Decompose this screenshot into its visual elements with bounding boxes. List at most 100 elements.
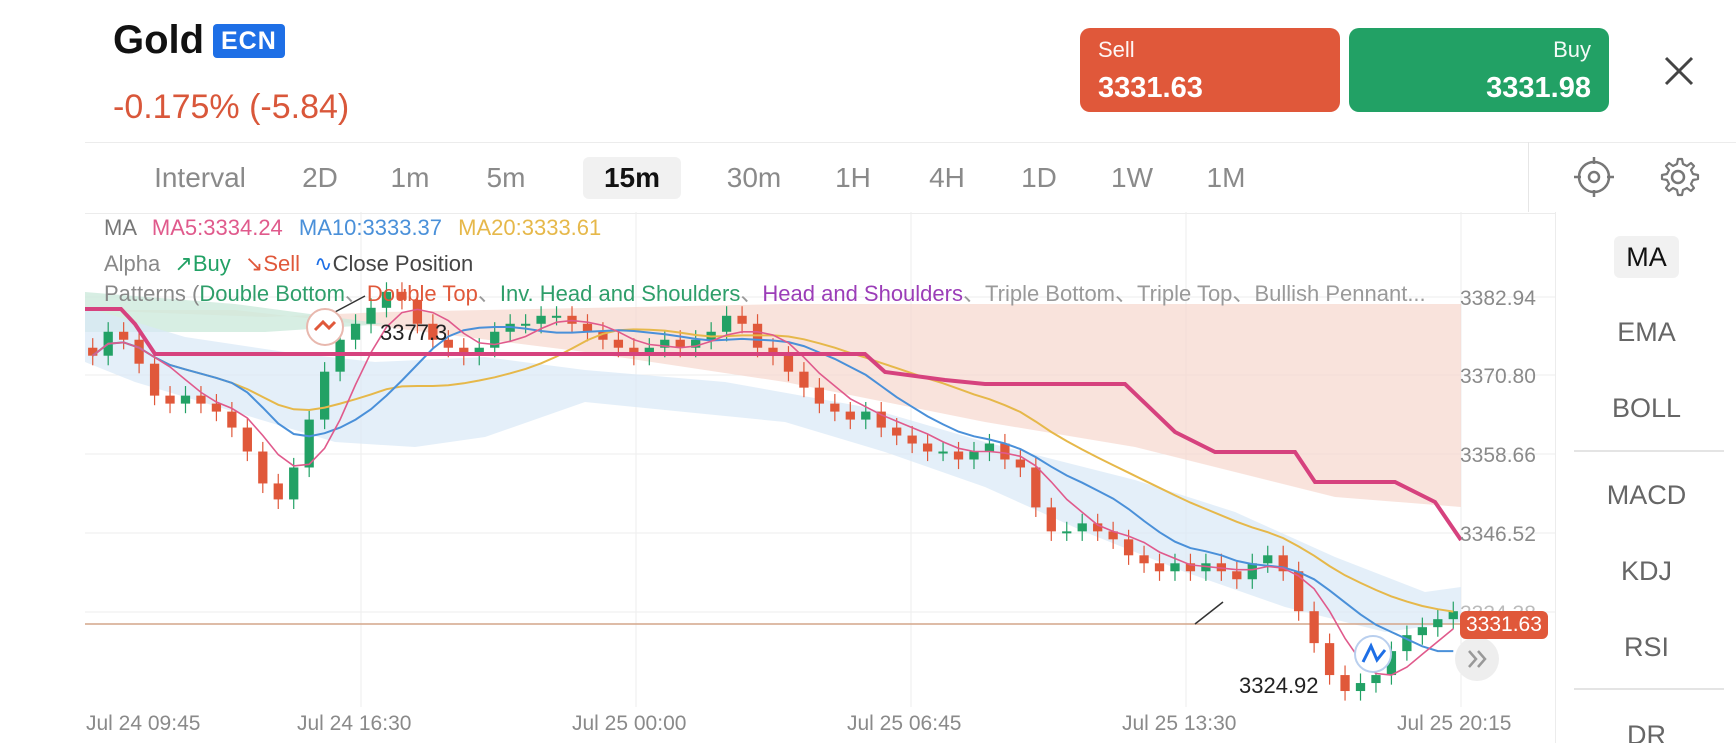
pattern-sep: 、	[1232, 281, 1255, 306]
candle-body	[1324, 643, 1335, 676]
candle-body	[582, 323, 593, 332]
candle-body	[1015, 459, 1026, 468]
x-tick: Jul 24 09:45	[86, 712, 201, 735]
candle-body	[830, 403, 840, 412]
candle-body	[1402, 635, 1412, 652]
sell-button[interactable]: Sell 3331.63	[1080, 28, 1340, 112]
alpha-buy: Buy	[192, 251, 231, 276]
pattern-double-bottom: Double Bottom	[199, 281, 345, 306]
indicator-ema[interactable]: EMA	[1617, 317, 1676, 347]
candle-body	[1340, 675, 1350, 692]
bearish-cloud	[85, 304, 1461, 507]
candle-body	[984, 443, 995, 452]
close-icon[interactable]	[1660, 52, 1698, 90]
tab-1h[interactable]: 1H	[835, 162, 871, 193]
pattern-sep: 、	[962, 281, 985, 306]
ma-label: MA	[104, 215, 136, 240]
candle-body	[551, 315, 562, 318]
candle-body	[1247, 563, 1257, 580]
indicator-macd[interactable]: MACD	[1606, 480, 1687, 510]
candle-body	[134, 339, 144, 364]
indicator-rsi[interactable]: RSI	[1623, 632, 1669, 662]
y-tick: 3358.66	[1460, 444, 1536, 467]
y-tick: 3382.94	[1460, 287, 1536, 310]
candle-body	[1386, 651, 1397, 676]
pattern-bullish-pennant: Bullish Pennant...	[1254, 281, 1426, 306]
last-price-tag: 3331.63	[1460, 611, 1548, 639]
candle-body	[1093, 523, 1103, 532]
alpha-buy-icon: ↗	[174, 251, 193, 276]
candle-body	[88, 347, 98, 356]
x-tick: Jul 25 00:00	[572, 712, 687, 735]
crosshair-icon[interactable]	[1572, 155, 1616, 199]
tab-2d[interactable]: 2D	[302, 162, 338, 193]
candle-body	[675, 339, 685, 348]
panel-divider	[1574, 450, 1724, 452]
candle-body	[1232, 571, 1242, 580]
candle-body	[412, 299, 423, 324]
tab-15m[interactable]: 15m	[583, 157, 681, 199]
candle-body	[768, 347, 778, 356]
interval-bar: Interval 2D 1m 5m 15m 30m 1H 4H 1D 1W 1M	[85, 142, 1736, 214]
tab-1w[interactable]: 1W	[1111, 162, 1153, 193]
indicator-panel: MA EMA BOLL MACD KDJ RSI DR	[1555, 212, 1736, 743]
candle-body	[1371, 675, 1381, 684]
indicator-dr[interactable]: DR	[1627, 720, 1666, 743]
indicator-kdj[interactable]: KDJ	[1620, 556, 1672, 586]
candle-body	[1294, 571, 1304, 612]
candle-body	[242, 427, 252, 452]
candle-body	[1278, 555, 1288, 572]
panel-divider	[1574, 688, 1724, 690]
candle-body	[969, 451, 979, 460]
candle-body	[273, 483, 283, 500]
ma20-value: MA20:3333.61	[458, 215, 602, 240]
candle-body	[165, 395, 175, 404]
candle-body	[366, 307, 376, 324]
indicator-boll[interactable]: BOLL	[1611, 393, 1682, 423]
candle-body	[1170, 563, 1180, 572]
low-leader-line	[1194, 601, 1224, 625]
candle-body	[938, 451, 948, 454]
pattern-triple-bottom: Triple Bottom	[985, 281, 1116, 306]
alpha-sell-icon: ↘	[244, 251, 264, 276]
candle-body	[814, 387, 825, 404]
candle-body	[1000, 443, 1010, 460]
tab-4h[interactable]: 4H	[929, 162, 965, 193]
candle-body	[1309, 611, 1319, 644]
interval-label: Interval	[154, 162, 246, 193]
candle-body	[783, 355, 794, 372]
candle-body	[1108, 531, 1118, 540]
sell-label: Sell	[1098, 37, 1135, 62]
indicator-ma[interactable]: MA	[1556, 236, 1736, 278]
candle-body	[567, 315, 577, 324]
candle-body	[1139, 555, 1149, 564]
tab-1mo[interactable]: 1M	[1206, 162, 1246, 193]
pattern-sep: 、	[344, 281, 367, 306]
candle-body	[304, 419, 314, 468]
candle-body	[350, 323, 361, 340]
alpha-close: Close Position	[332, 251, 474, 276]
candle-body	[1417, 627, 1427, 636]
high-leader-line	[334, 295, 366, 313]
candle-body	[737, 315, 747, 324]
settings-gear-icon[interactable]	[1656, 155, 1700, 199]
candle-body	[1448, 611, 1458, 620]
candle-body	[953, 451, 964, 460]
pattern-double-top: Double Top	[366, 281, 478, 306]
tab-30m[interactable]: 30m	[726, 162, 782, 193]
candle-body	[289, 467, 299, 500]
candle-body	[861, 411, 871, 420]
tab-5m[interactable]: 5m	[486, 162, 526, 193]
buy-button[interactable]: Buy 3331.98	[1349, 28, 1609, 112]
x-tick: Jul 25 13:30	[1122, 712, 1237, 735]
high-price-label: 3377.3	[380, 320, 448, 345]
candle-body	[845, 411, 855, 420]
tab-1d[interactable]: 1D	[1021, 162, 1057, 193]
candle-body	[520, 323, 531, 326]
price-chart[interactable]	[85, 212, 1555, 707]
tab-1m[interactable]: 1m	[390, 162, 430, 193]
candle-body	[211, 403, 222, 412]
buy-price: 3331.98	[1486, 72, 1591, 104]
range-band	[85, 307, 1461, 632]
alpha-legend: Alpha ↗Buy ↘Sell ∿Close Position	[104, 251, 473, 277]
